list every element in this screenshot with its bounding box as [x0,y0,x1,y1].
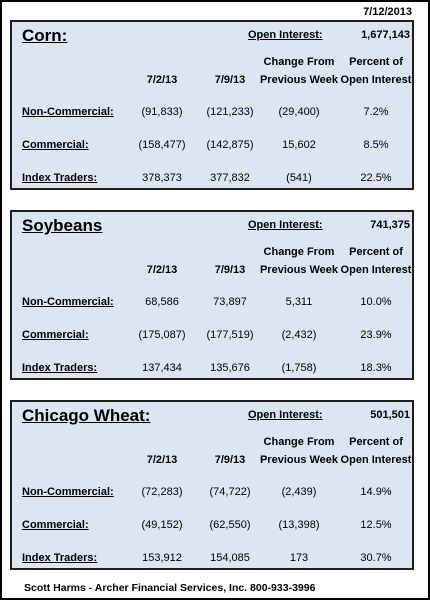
section-title: Soybeans [22,216,103,235]
cell: (121,233) [206,106,254,118]
cell: (29,400) [278,106,320,118]
header: Previous Week [259,454,339,466]
cell: 73,897 [213,296,247,308]
cell: (158,477) [138,139,186,151]
cell: (142,875) [206,139,254,151]
section-panel: Chicago Wheat: Open Interest: 501,501 Chang… [10,400,414,570]
header: Previous Week [259,74,339,86]
row-label: Non-Commercial: [22,106,114,118]
cell: 23.9% [360,329,392,341]
header: 7/9/13 [214,454,246,466]
section-title: Corn: [22,26,68,45]
cell: 173 [289,552,309,564]
date: 7/12/2013 [363,6,412,18]
cell: 137,434 [142,362,182,374]
row-label: Commercial: [22,329,89,341]
open-interest-value: 501,501 [370,409,410,421]
row-label: Index Traders: [22,172,98,184]
header: 7/9/13 [214,74,246,86]
row-label: Non-Commercial: [22,486,114,498]
cell: (13,398) [278,519,320,531]
header: 7/2/13 [146,74,178,86]
row-label: Commercial: [22,519,89,531]
header: Previous Week [259,264,339,276]
section-panel: Corn: Open Interest: 1,677,143 Change From P… [10,20,414,190]
cell: 7.2% [363,106,389,118]
section-title: Chicago Wheat: [22,406,151,425]
header: Percent of [349,246,403,258]
cell: 153,912 [142,552,182,564]
header: Change From [263,56,335,68]
cell: (2,439) [281,486,317,498]
row-label: Commercial: [22,139,89,151]
cell: 8.5% [363,139,389,151]
cell: 5,311 [285,296,313,308]
cell: (175,087) [138,329,186,341]
open-interest-value: 741,375 [370,219,410,231]
header: 7/2/13 [146,264,178,276]
cell: (541) [286,172,312,184]
cell: 18.3% [360,362,392,374]
cell: 14.9% [360,486,392,498]
cell: 377,832 [210,172,250,184]
cell: (177,519) [206,329,254,341]
cell: 15,602 [282,139,316,151]
cell: 10.0% [360,296,392,308]
cell: 22.5% [360,172,392,184]
header: Percent of [349,56,403,68]
header: Percent of [349,436,403,448]
header: 7/2/13 [146,454,178,466]
header: Change From [263,436,335,448]
header: Change From [263,246,335,258]
cell: 378,373 [142,172,182,184]
header: Open Interest [340,264,412,276]
cell: 68,586 [145,296,179,308]
cell: (62,550) [209,519,251,531]
open-interest-label: Open Interest: [248,29,323,41]
cell: 12.5% [360,519,392,531]
cell: (2,432) [281,329,317,341]
cell: 30.7% [360,552,392,564]
header: Open Interest [340,454,412,466]
cell: (74,722) [209,486,251,498]
footer: Scott Harms - Archer Financial Services,… [24,582,316,594]
header: 7/9/13 [214,264,246,276]
section-panel: Soybeans Open Interest: 741,375 Change From… [10,210,414,380]
open-interest-label: Open Interest: [248,409,323,421]
cell: (72,283) [141,486,183,498]
header: Open Interest [340,74,412,86]
open-interest-value: 1,677,143 [361,29,410,41]
cell: 154,085 [210,552,250,564]
cell: (1,758) [281,362,317,374]
cell: (91,833) [141,106,183,118]
row-label: Non-Commercial: [22,296,114,308]
cell: 135,676 [210,362,250,374]
open-interest-label: Open Interest: [248,219,323,231]
row-label: Index Traders: [22,552,98,564]
row-label: Index Traders: [22,362,98,374]
cell: (49,152) [141,519,183,531]
